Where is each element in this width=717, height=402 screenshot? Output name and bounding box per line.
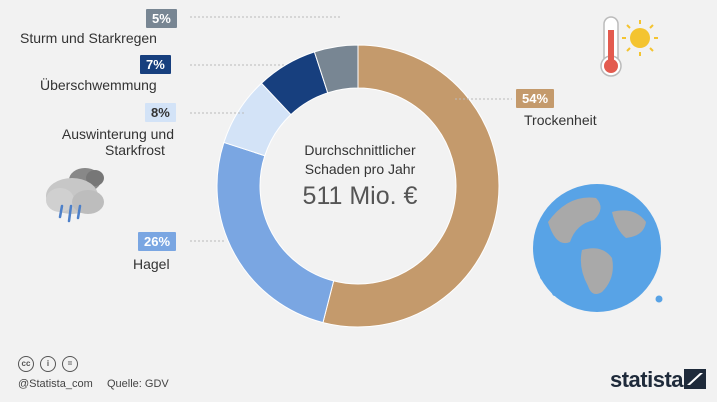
center-title: Durchschnittlicher Schaden pro Jahr	[260, 141, 460, 179]
badge-storm: 5%	[146, 9, 177, 28]
label-hail: Hagel	[133, 256, 170, 272]
slice-sturm-und-starkregen	[313, 44, 359, 94]
label-drought: Trockenheit	[524, 112, 597, 128]
badge-flood: 7%	[140, 55, 171, 74]
label-flood: Überschwemmung	[40, 77, 157, 93]
statista-logo-mark	[684, 369, 706, 389]
footer-handle[interactable]: @Statista_com	[18, 378, 93, 390]
person-icon[interactable]: i	[40, 356, 56, 372]
cc-icon[interactable]: cc	[18, 356, 34, 372]
label-frost-line1: Auswinterung und	[61, 126, 174, 142]
center-title-line2: Schaden pro Jahr	[304, 161, 416, 177]
label-frost: Auswinterung und Starkfrost	[46, 126, 174, 158]
badge-drought: 54%	[516, 89, 555, 108]
thermometer-sun-icon	[600, 16, 658, 77]
melting-globe-icon	[533, 184, 663, 312]
badge-hail: 26%	[138, 232, 177, 251]
badge-frost: 8%	[145, 103, 176, 122]
footer-source: Quelle: GDV	[107, 378, 169, 390]
equals-icon[interactable]: =	[62, 356, 78, 372]
label-storm: Sturm und Starkregen	[20, 30, 157, 46]
slice-trockenheit	[322, 44, 500, 328]
label-frost-line2: Starkfrost	[105, 142, 165, 158]
rain-cloud-icon	[46, 168, 104, 223]
statista-logo[interactable]: statista	[610, 367, 684, 392]
center-value: 511 Mio. €	[302, 182, 418, 210]
center-title-line1: Durchschnittlicher	[304, 142, 416, 158]
